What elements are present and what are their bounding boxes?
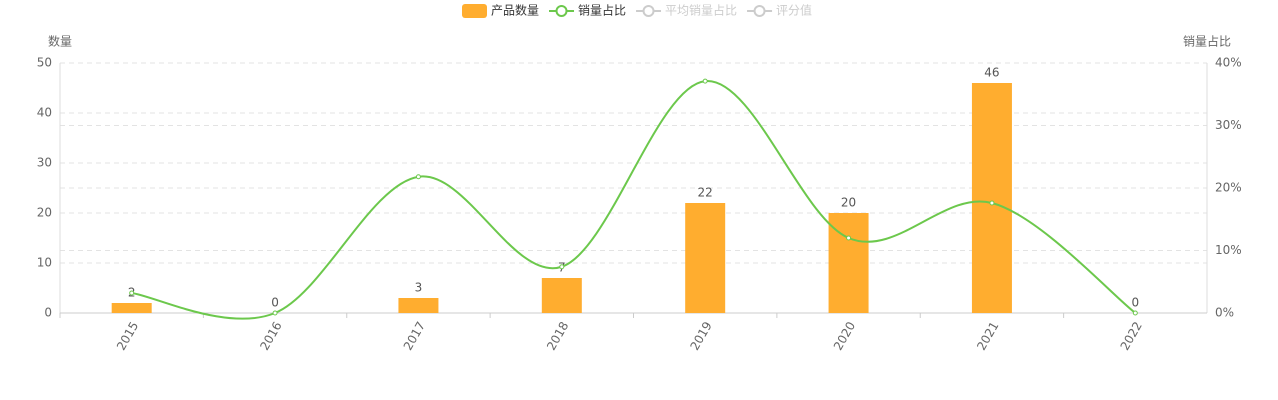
data-label: 20 — [841, 196, 856, 210]
data-label: 46 — [984, 66, 999, 80]
x-tick-label: 2017 — [401, 319, 428, 352]
line-point — [559, 264, 565, 270]
legend-swatch — [753, 5, 766, 17]
x-tick-label: 2019 — [687, 319, 714, 352]
data-label: 3 — [415, 281, 423, 295]
legend-label: 平均销量占比 — [665, 3, 737, 18]
data-label: 22 — [698, 186, 713, 200]
line-point — [1132, 310, 1138, 316]
y-tick-label: 10 — [37, 256, 52, 270]
line-point — [702, 78, 708, 84]
y2-tick-label: 10% — [1215, 243, 1242, 257]
y2-axis-label: 销量占比 — [1183, 34, 1231, 49]
legend-swatch — [462, 4, 487, 18]
bar — [971, 83, 1012, 313]
line-point — [846, 235, 852, 241]
y2-tick-label: 30% — [1215, 118, 1242, 132]
x-tick-label: 2015 — [114, 319, 141, 352]
y-tick-label: 40 — [37, 106, 52, 120]
line-point — [415, 174, 421, 180]
bar — [685, 203, 726, 313]
y2-tick-label: 20% — [1215, 181, 1242, 195]
line-point — [989, 200, 995, 206]
x-tick-label: 2022 — [1118, 319, 1145, 352]
legend-label: 评分值 — [776, 3, 812, 18]
y-tick-label: 0 — [44, 306, 52, 320]
line-point — [129, 290, 135, 296]
legend-swatch — [642, 5, 655, 17]
y-tick-label: 30 — [37, 156, 52, 170]
line-point — [272, 310, 278, 316]
bar — [398, 298, 439, 313]
x-tick-label: 2021 — [974, 319, 1001, 352]
data-label: 0 — [271, 296, 279, 310]
y-tick-label: 50 — [37, 56, 52, 70]
bar — [111, 303, 152, 313]
y2-tick-label: 40% — [1215, 56, 1242, 70]
line — [131, 80, 1136, 320]
x-tick-label: 2018 — [544, 319, 571, 352]
y2-tick-label: 0% — [1215, 306, 1234, 320]
y-axis-label: 数量 — [48, 34, 72, 49]
legend-swatch — [555, 5, 568, 17]
legend-label: 产品数量 — [491, 3, 539, 18]
legend-label: 销量占比 — [578, 3, 626, 18]
x-tick-label: 2016 — [257, 319, 284, 352]
x-tick-label: 2020 — [831, 319, 858, 352]
y-tick-label: 20 — [37, 206, 52, 220]
bar — [541, 278, 582, 313]
data-label: 0 — [1131, 296, 1139, 310]
